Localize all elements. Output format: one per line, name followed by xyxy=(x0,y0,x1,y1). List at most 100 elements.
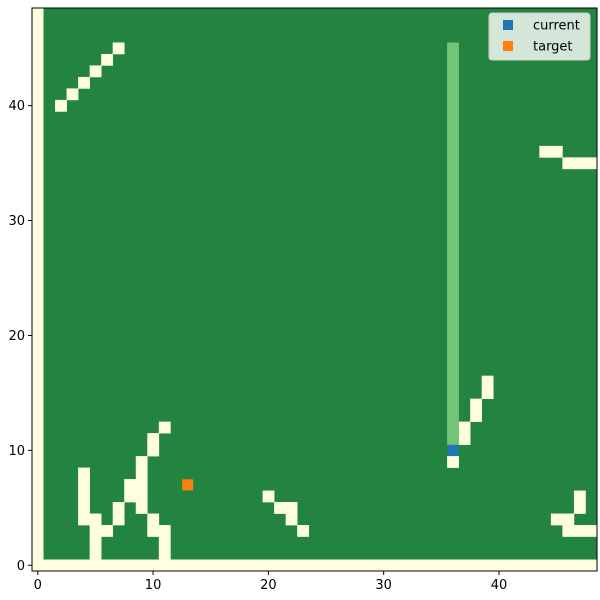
open-cell xyxy=(135,479,148,491)
path-cell xyxy=(447,191,459,204)
open-cell xyxy=(573,490,586,503)
path-cell xyxy=(447,410,459,422)
open-cell xyxy=(147,433,160,445)
open-cell xyxy=(573,525,586,537)
path-cell xyxy=(447,329,459,342)
open-cell xyxy=(112,502,125,514)
open-cell xyxy=(585,157,598,170)
open-cell xyxy=(135,467,148,480)
path-cell xyxy=(447,306,459,319)
path-cell xyxy=(447,249,459,262)
open-cell xyxy=(147,444,160,457)
open-cell xyxy=(539,145,552,158)
path-cell xyxy=(447,145,459,158)
open-cell xyxy=(101,525,114,537)
legend-label-current: current xyxy=(533,19,580,34)
y-tick-label: 30 xyxy=(8,214,25,229)
open-cell xyxy=(78,513,90,526)
x-tick-label: 0 xyxy=(34,578,42,593)
open-cell xyxy=(158,536,171,549)
open-cell xyxy=(55,99,67,112)
path-cell xyxy=(447,398,459,411)
path-cell xyxy=(447,180,459,193)
open-cell xyxy=(285,513,298,526)
y-tick-label: 10 xyxy=(8,444,25,459)
open-cell xyxy=(124,490,137,503)
path-cell xyxy=(447,421,459,434)
open-cell xyxy=(470,410,482,422)
open-cell xyxy=(78,490,90,503)
markers-layer xyxy=(182,444,459,491)
open-cell xyxy=(66,88,79,101)
path-cell xyxy=(447,272,459,285)
open-cell xyxy=(158,525,171,537)
open-cell xyxy=(562,157,575,170)
path-cell xyxy=(447,226,459,239)
open-cell xyxy=(585,525,598,537)
path-cell xyxy=(447,65,459,78)
path-cell xyxy=(447,53,459,66)
legend-swatch-target xyxy=(503,41,513,51)
plot-frame xyxy=(31,7,598,572)
open-cell xyxy=(447,456,459,468)
open-cell xyxy=(470,398,482,411)
open-cell xyxy=(562,513,575,526)
open-cell xyxy=(158,421,171,434)
open-cell xyxy=(550,513,563,526)
x-tick-label: 40 xyxy=(491,578,508,593)
path-cell xyxy=(447,168,459,181)
x-tick-label: 30 xyxy=(375,578,392,593)
open-cell xyxy=(285,502,298,514)
path-cell xyxy=(447,237,459,250)
path-cell xyxy=(447,111,459,124)
path-cell xyxy=(447,387,459,399)
open-cell xyxy=(112,42,125,55)
open-cell xyxy=(89,548,102,560)
blocked-region xyxy=(43,8,597,560)
legend-box xyxy=(488,12,591,61)
path-cell xyxy=(447,76,459,89)
open-cell xyxy=(89,65,102,78)
y-tick-label: 0 xyxy=(17,559,25,574)
open-cell xyxy=(481,387,494,399)
open-cell xyxy=(124,479,137,491)
path-cell xyxy=(447,318,459,331)
open-cell xyxy=(297,525,310,537)
open-cell xyxy=(112,513,125,526)
path-cell xyxy=(447,341,459,353)
open-cell xyxy=(78,502,90,514)
cells-layer xyxy=(32,8,598,571)
open-cell xyxy=(573,502,586,514)
path-cell xyxy=(447,352,459,365)
path-cell xyxy=(447,375,459,388)
open-cell xyxy=(89,513,102,526)
path-cell xyxy=(447,99,459,112)
open-cell xyxy=(158,548,171,560)
legend: current target xyxy=(488,12,591,61)
open-cell xyxy=(78,76,90,89)
open-cell xyxy=(78,479,90,491)
path-cell xyxy=(447,134,459,147)
path-cell xyxy=(447,203,459,216)
path-cell xyxy=(447,88,459,101)
open-cell xyxy=(147,513,160,526)
open-cell xyxy=(135,490,148,503)
current-marker xyxy=(447,444,459,456)
ticks-layer: 0 10 20 30 40 0 10 20 30 40 xyxy=(8,99,507,593)
path-cell xyxy=(447,122,459,135)
x-tick-label: 10 xyxy=(145,578,162,593)
open-cell xyxy=(89,536,102,549)
legend-label-target: target xyxy=(533,40,573,55)
legend-swatch-current xyxy=(503,20,513,30)
path-cell xyxy=(447,42,459,55)
open-cell xyxy=(550,145,563,158)
open-cell xyxy=(262,490,275,503)
path-cell xyxy=(447,433,459,445)
open-cell xyxy=(562,525,575,537)
path-cell xyxy=(447,260,459,273)
target-marker xyxy=(182,479,194,491)
open-cell xyxy=(147,525,160,537)
path-cell xyxy=(447,157,459,170)
